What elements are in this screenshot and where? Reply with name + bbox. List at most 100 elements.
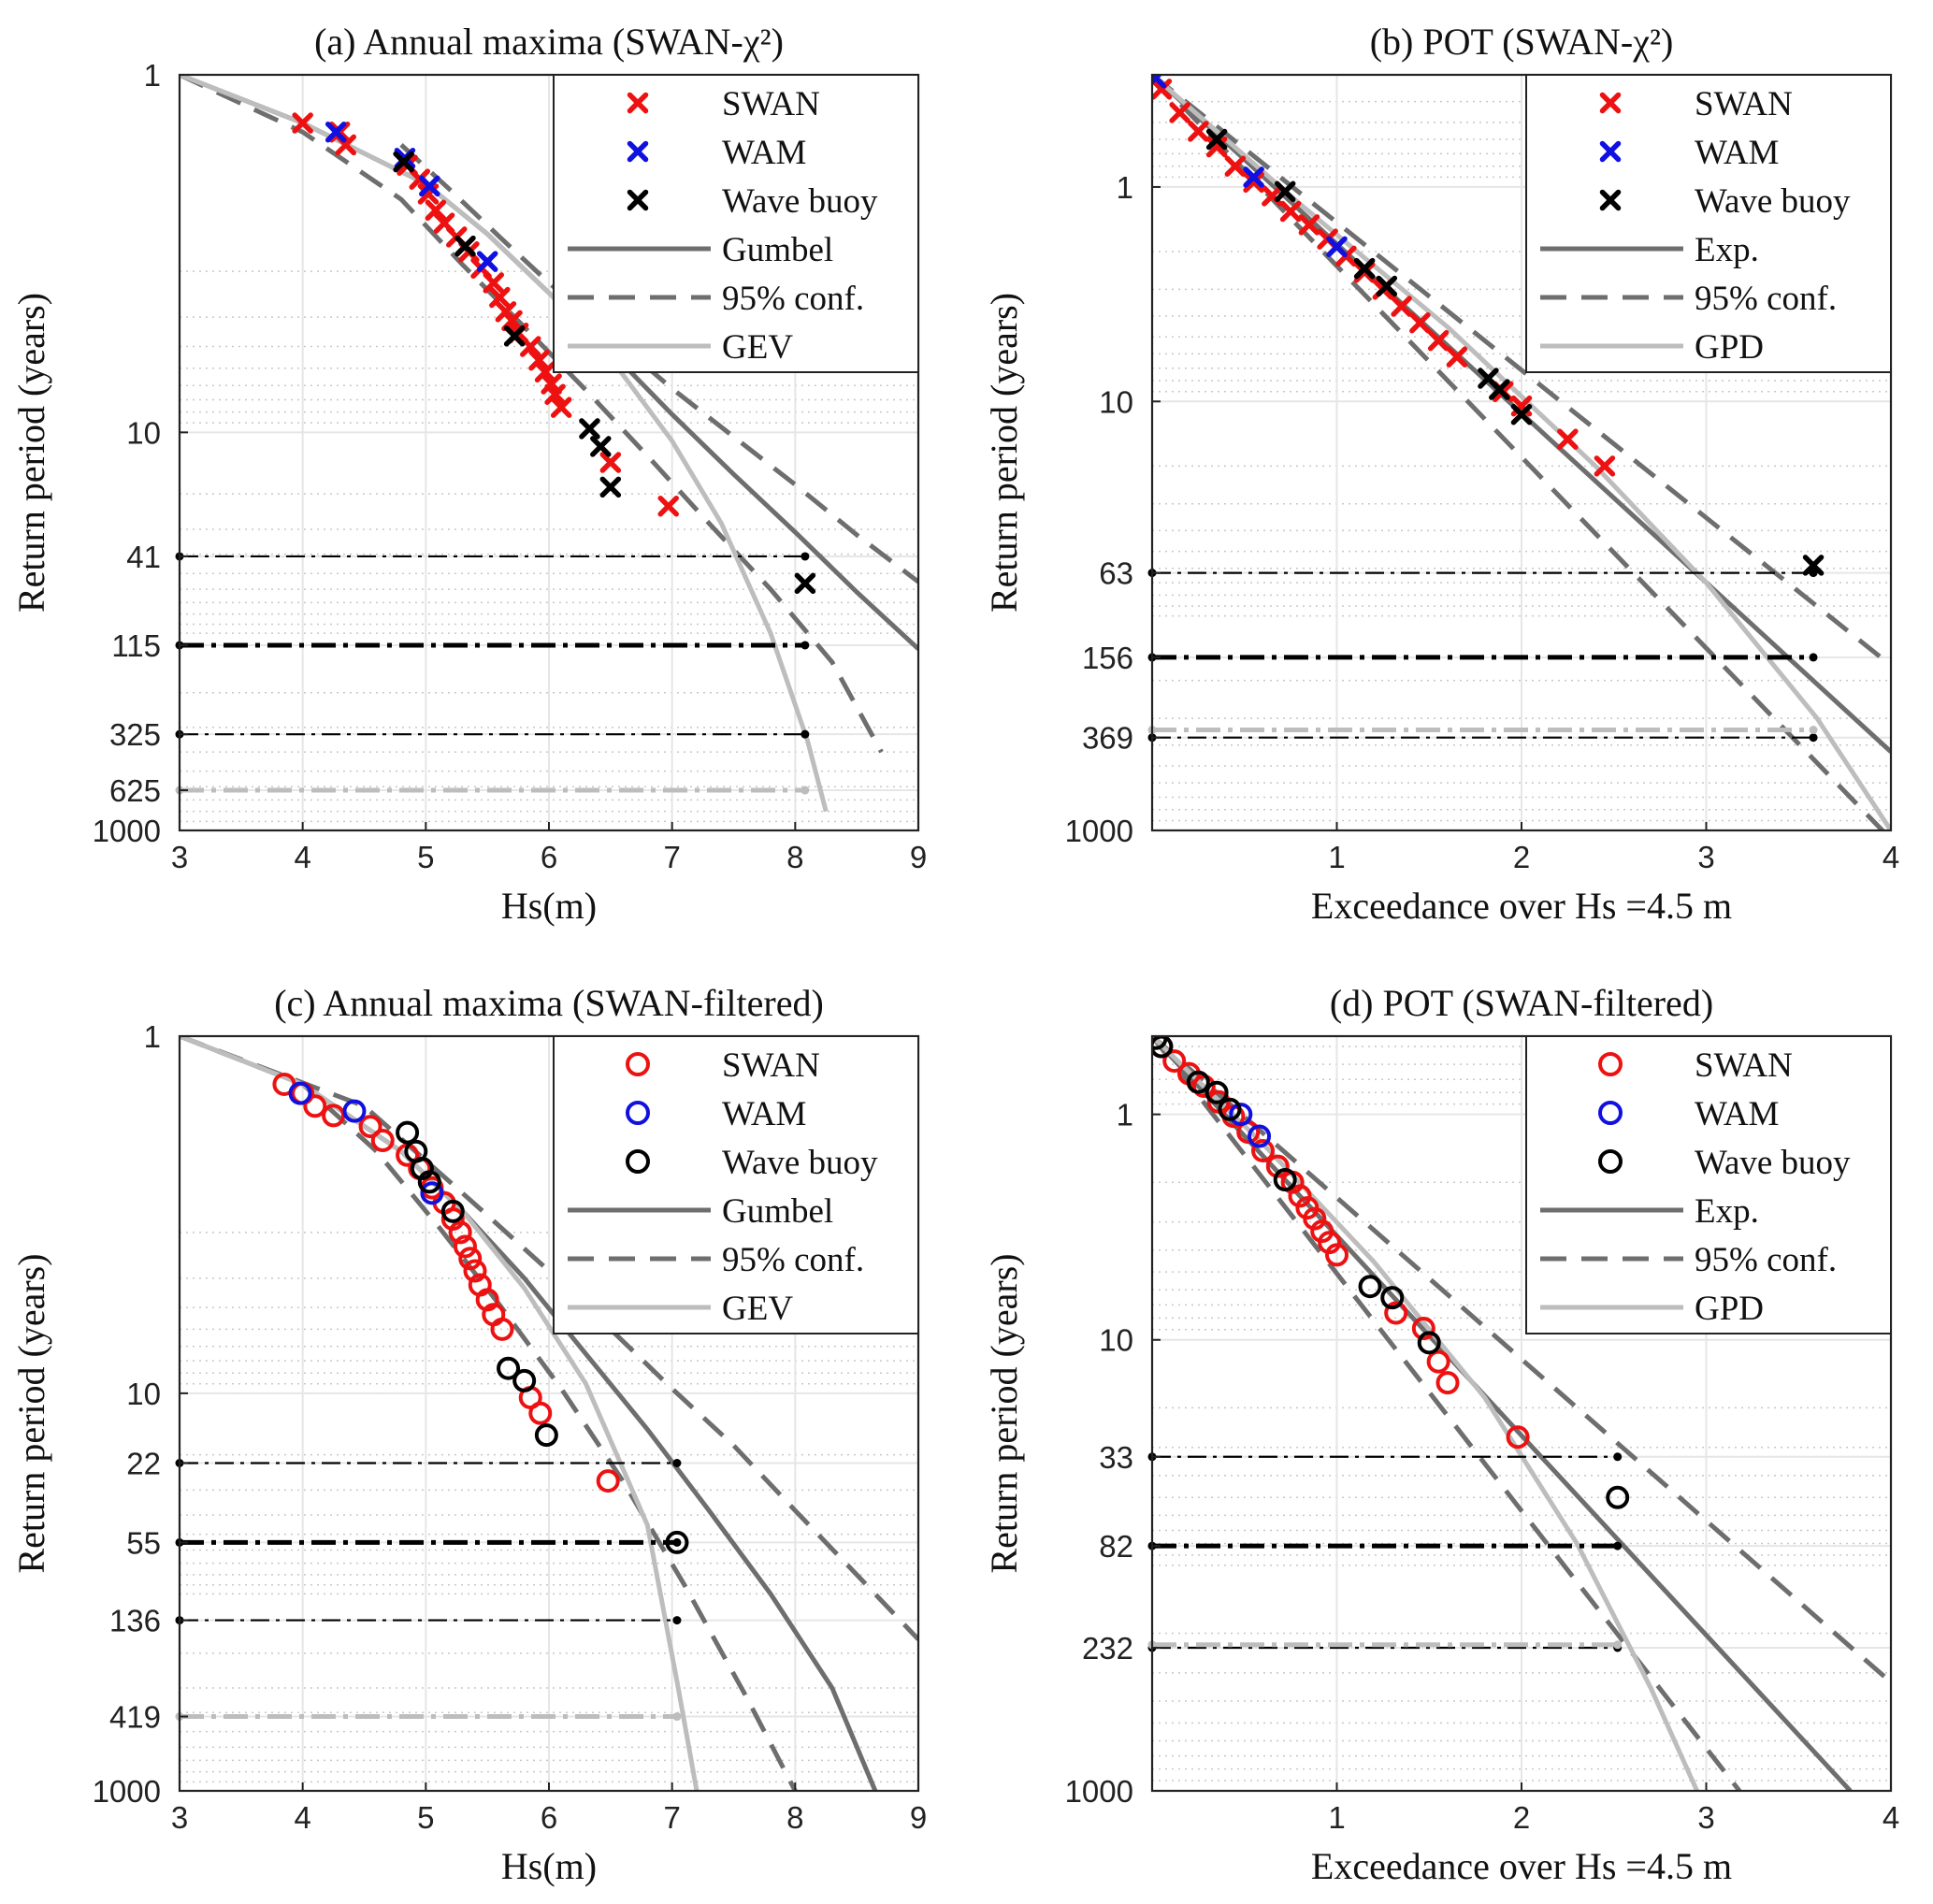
data-point-wam <box>342 1099 367 1123</box>
y-axis-label: Return period (years) <box>983 1253 1025 1573</box>
y-tick-label: 1 <box>1117 1098 1133 1132</box>
legend: SWAN WAM Wave buoy Gumbel 95% conf. GEV <box>553 74 919 373</box>
reference-dot <box>801 552 810 561</box>
legend-marker <box>627 92 649 114</box>
data-point-swan <box>520 336 541 357</box>
legend-label: WAM <box>722 1095 806 1133</box>
legend-label: Gumbel <box>722 231 833 269</box>
legend-label: SWAN <box>722 1046 820 1085</box>
reference-dot <box>672 1537 682 1547</box>
legend-label: 95% conf. <box>1695 1241 1837 1279</box>
x-tick-label: 3 <box>1697 1800 1714 1835</box>
data-point-wam <box>1248 1124 1272 1148</box>
y-axis-label: Return period (years) <box>10 293 52 613</box>
data-point-swan <box>1409 311 1431 334</box>
legend-label: SWAN <box>1695 85 1793 123</box>
reference-dot <box>1613 1541 1623 1551</box>
legend-label: 95% conf. <box>1695 280 1837 318</box>
y-tick-label: 82 <box>1099 1529 1133 1564</box>
data-point-wave-buoy <box>794 572 816 595</box>
fit-line-95-conf-lower <box>180 75 884 754</box>
data-point-swan <box>1426 1349 1450 1374</box>
reference-dot <box>1809 726 1818 735</box>
x-tick-label: 8 <box>786 840 803 874</box>
legend-label: Wave buoy <box>1695 1144 1851 1182</box>
data-point-wam <box>476 251 498 272</box>
x-tick-label: 4 <box>1883 1800 1899 1835</box>
legend-label: Wave buoy <box>722 1144 878 1182</box>
y-tick-label: 115 <box>111 628 161 663</box>
x-tick-label: 8 <box>786 1800 803 1835</box>
data-point-wave-buoy <box>396 1120 420 1145</box>
legend-marker <box>1599 92 1622 114</box>
y-tick-label: 1 <box>144 58 161 93</box>
reference-dot <box>1613 1452 1623 1462</box>
legend-label: SWAN <box>722 85 820 123</box>
legend-label: Wave buoy <box>1695 182 1851 221</box>
y-tick-label: 41 <box>126 540 161 574</box>
data-point-swan <box>1318 1231 1342 1255</box>
chart-title: (b) POT (SWAN-χ²) <box>1370 21 1674 63</box>
data-point-wave-buoy <box>665 1530 689 1554</box>
plot-area <box>1152 75 1891 830</box>
legend-label: GEV <box>722 328 793 367</box>
legend-label: Exp. <box>1695 1192 1759 1231</box>
data-point-wam <box>1152 75 1167 89</box>
legend-label: GEV <box>722 1290 793 1328</box>
data-point-wave-buoy <box>1353 257 1376 280</box>
data-point-wave-buoy <box>497 1356 521 1380</box>
data-point-wam <box>420 1181 444 1205</box>
x-axis-label: Hs(m) <box>501 1845 597 1887</box>
legend-box <box>1525 74 1892 373</box>
x-tick-label: 2 <box>1513 1800 1530 1835</box>
data-point-swan <box>1446 346 1468 368</box>
data-point-swan <box>1411 1317 1435 1341</box>
data-point-wave-buoy <box>1186 1070 1210 1094</box>
y-tick-label: 1000 <box>93 1774 161 1809</box>
y-tick-label: 232 <box>1082 1631 1133 1666</box>
data-point-swan <box>458 1247 483 1271</box>
legend-marker <box>1599 189 1622 211</box>
data-point-swan <box>1427 329 1450 352</box>
data-point-swan <box>596 1469 620 1493</box>
x-tick-label: 5 <box>417 840 434 874</box>
data-point-swan <box>1288 1184 1312 1208</box>
data-point-swan <box>1251 1139 1275 1163</box>
data-point-wam <box>1326 236 1348 258</box>
legend-marker <box>1599 140 1622 163</box>
data-point-swan <box>358 1115 382 1139</box>
data-point-swan <box>599 452 622 473</box>
y-tick-label: 1000 <box>1065 1774 1133 1809</box>
chart-panel-b: 1 2 3 4 1 10 63 156 369 1000 (b) POT (SWAN-χ²) Exce… <box>983 21 1899 927</box>
legend-label: 95% conf. <box>722 1241 864 1279</box>
reference-dot <box>672 1712 682 1722</box>
data-point-wave-buoy <box>393 151 414 173</box>
data-point-swan <box>1188 121 1209 142</box>
legend: SWAN WAM Wave buoy Exp. 95% conf. GPD <box>1525 74 1892 373</box>
data-point-wave-buoy <box>1417 1331 1441 1355</box>
data-point-wave-buoy <box>1510 403 1533 426</box>
chart-title: (d) POT (SWAN-filtered) <box>1330 982 1713 1024</box>
data-point-swan <box>528 1401 553 1425</box>
x-tick-label: 4 <box>294 840 310 874</box>
data-point-swan <box>550 397 572 418</box>
data-point-swan <box>303 1094 327 1118</box>
data-point-swan <box>1391 296 1412 317</box>
data-point-wave-buoy <box>1273 1168 1297 1192</box>
data-point-wam <box>1229 1103 1253 1127</box>
data-point-swan <box>534 361 556 383</box>
chart-title: (c) Annual maxima (SWAN-filtered) <box>274 982 824 1024</box>
legend-marker <box>1598 1149 1623 1174</box>
chart-panel-d: 1 2 3 4 1 10 33 82 232 1000 (d) POT (SWAN-filtered… <box>983 982 1899 1887</box>
legend-label: SWAN <box>1695 1046 1793 1085</box>
data-point-swan <box>1384 1301 1408 1325</box>
legend-marker <box>627 140 649 163</box>
data-point-wave-buoy <box>503 325 526 347</box>
data-point-swan <box>322 1103 346 1128</box>
data-point-wave-buoy <box>440 1199 465 1223</box>
y-tick-label: 156 <box>1082 641 1133 675</box>
x-tick-label: 7 <box>663 1800 680 1835</box>
data-point-wave-buoy <box>590 436 612 457</box>
data-point-wave-buoy <box>1205 128 1228 151</box>
